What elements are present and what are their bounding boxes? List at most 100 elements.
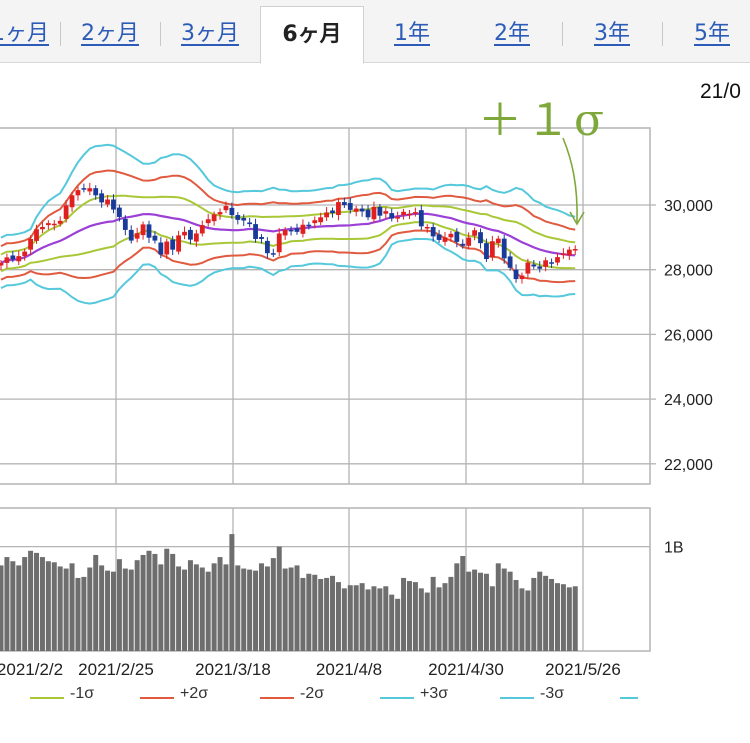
candle-body <box>460 243 466 246</box>
candle-body <box>235 215 241 220</box>
candle-body <box>282 229 288 236</box>
candle-body <box>572 248 578 251</box>
volume-bar <box>152 553 158 651</box>
volume-tick-label: 1B <box>664 540 684 557</box>
volume-bar <box>406 581 412 651</box>
candle-body <box>152 235 158 241</box>
candle-body <box>40 226 45 230</box>
candle-body <box>75 190 81 196</box>
candle-body <box>513 269 519 280</box>
candle-body <box>134 233 140 239</box>
tab-separator <box>60 22 61 46</box>
candle-body <box>418 210 424 227</box>
x-tick-label: 2021/2/2 <box>0 660 63 679</box>
volume-bar <box>158 564 164 651</box>
candle-body <box>566 249 572 256</box>
volume-bar <box>466 571 472 651</box>
candle-body <box>413 212 418 214</box>
volume-bar <box>401 577 407 651</box>
tab-5[interactable]: 2年 <box>494 21 530 46</box>
volume-bar <box>164 548 170 651</box>
candle-body <box>211 214 217 222</box>
candle-body <box>288 229 294 232</box>
volume-bar <box>253 570 259 651</box>
candle-body <box>217 212 223 215</box>
volume-bar <box>383 586 389 651</box>
volume-bar <box>223 564 229 651</box>
volume-bar <box>63 568 69 651</box>
volume-bar <box>537 571 543 651</box>
candle-body <box>537 266 543 269</box>
volume-bar <box>418 588 424 651</box>
tab-6[interactable]: 3年 <box>594 21 630 46</box>
tab-separator <box>160 22 161 46</box>
candle-body <box>472 230 477 236</box>
tab-3[interactable]: 6ヶ月 <box>260 6 364 64</box>
candle-body <box>259 237 264 239</box>
candle-body <box>336 202 341 216</box>
candle-body <box>561 253 566 256</box>
candle-body <box>193 233 199 242</box>
volume-bar <box>442 583 448 651</box>
candle-body <box>270 253 276 255</box>
candle-body <box>371 206 377 220</box>
candle-body <box>489 241 495 258</box>
price-panel-frame <box>0 127 651 485</box>
candle-body <box>122 218 128 230</box>
volume-bar <box>335 582 341 651</box>
candle-body <box>158 242 164 255</box>
volume-bar <box>454 563 460 651</box>
tab-4[interactable]: 1年 <box>394 21 430 46</box>
candle-body <box>519 275 525 280</box>
volume-bar <box>460 556 466 651</box>
volume-bar <box>507 571 513 651</box>
legend-swatch <box>500 697 534 699</box>
tab-0[interactable]: 1ヶ月 <box>0 21 49 46</box>
candle-body <box>69 195 75 208</box>
volume-bar <box>229 534 235 651</box>
candle-body <box>507 256 513 268</box>
legend-swatch <box>620 697 638 699</box>
candle-body <box>300 224 306 234</box>
volume-bar <box>478 572 484 651</box>
legend-swatch <box>30 697 64 699</box>
period-tab-bar: 1ヶ月 2ヶ月 3ヶ月 6ヶ月 1年 2年 3年 5年 <box>0 0 750 64</box>
candle-body <box>4 257 10 263</box>
tab-2[interactable]: 3ヶ月 <box>181 21 239 46</box>
candle-body <box>93 188 99 196</box>
candle-body <box>347 203 353 210</box>
legend-swatch <box>260 697 294 699</box>
candle-body <box>377 206 383 216</box>
candle-body <box>199 225 205 234</box>
volume-bar <box>495 563 501 651</box>
volume-bar <box>128 569 134 651</box>
y-tick-label: 24,000 <box>664 392 713 409</box>
volume-bar <box>359 583 365 651</box>
volume-bar <box>513 580 519 651</box>
volume-bar <box>205 571 211 651</box>
volume-bar <box>525 590 531 651</box>
candle-body <box>146 224 152 238</box>
sigma-annotation: ＋１σ <box>478 95 609 146</box>
volume-bar <box>365 589 371 651</box>
tab-1[interactable]: 2ヶ月 <box>81 21 139 46</box>
volume-bar <box>235 565 241 651</box>
volume-bar <box>146 550 152 651</box>
volume-bar <box>531 577 537 651</box>
volume-bar <box>211 563 217 651</box>
band-plus-3-sigma <box>0 143 576 239</box>
candle-body <box>22 251 28 257</box>
tab-7[interactable]: 5年 <box>694 21 730 46</box>
candle-body <box>265 240 270 254</box>
volume-bar <box>57 566 63 651</box>
volume-bar <box>430 576 436 651</box>
candle-body <box>51 223 57 226</box>
y-tick-label: 28,000 <box>664 263 713 280</box>
candle-body <box>99 193 105 203</box>
volume-bar <box>22 557 28 651</box>
band-plus-1-sigma <box>0 194 576 256</box>
candle-body <box>407 213 412 216</box>
volume-bar <box>0 565 4 651</box>
candle-body <box>501 238 507 259</box>
volume-bar <box>105 570 111 651</box>
